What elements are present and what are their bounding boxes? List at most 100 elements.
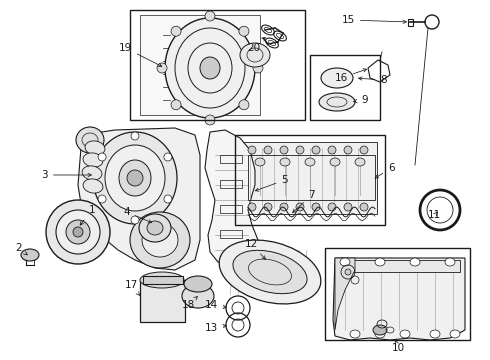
Ellipse shape	[131, 216, 139, 224]
Bar	[310, 55, 380, 120]
Ellipse shape	[264, 146, 272, 154]
Ellipse shape	[139, 214, 171, 242]
Ellipse shape	[340, 258, 350, 266]
Bar	[220, 230, 242, 238]
Ellipse shape	[93, 132, 177, 224]
Ellipse shape	[296, 146, 304, 154]
Text: 3: 3	[41, 170, 91, 180]
Ellipse shape	[85, 141, 105, 155]
Ellipse shape	[264, 203, 272, 211]
Ellipse shape	[219, 240, 321, 304]
Bar	[220, 205, 242, 213]
Ellipse shape	[255, 158, 265, 166]
Bar	[248, 155, 375, 200]
Ellipse shape	[119, 160, 151, 196]
Ellipse shape	[239, 100, 249, 110]
Ellipse shape	[157, 63, 167, 73]
Ellipse shape	[46, 200, 110, 264]
Ellipse shape	[350, 330, 360, 338]
Ellipse shape	[319, 93, 355, 111]
Ellipse shape	[205, 115, 215, 125]
Ellipse shape	[171, 26, 181, 36]
Text: 8: 8	[359, 75, 387, 85]
Bar	[235, 135, 385, 225]
Ellipse shape	[82, 166, 102, 180]
Text: 2: 2	[15, 243, 27, 255]
Polygon shape	[78, 128, 200, 270]
Ellipse shape	[21, 249, 39, 261]
Ellipse shape	[56, 210, 100, 254]
Polygon shape	[333, 258, 465, 340]
Text: 20: 20	[247, 37, 265, 53]
Ellipse shape	[184, 276, 212, 292]
Ellipse shape	[127, 170, 143, 186]
Ellipse shape	[280, 203, 288, 211]
Ellipse shape	[321, 68, 353, 88]
Ellipse shape	[305, 158, 315, 166]
Ellipse shape	[164, 153, 172, 161]
Ellipse shape	[233, 250, 307, 294]
Ellipse shape	[430, 330, 440, 338]
Ellipse shape	[83, 153, 103, 167]
Ellipse shape	[76, 127, 104, 153]
Ellipse shape	[205, 11, 215, 21]
Ellipse shape	[140, 272, 184, 288]
Ellipse shape	[165, 18, 255, 118]
Bar	[220, 180, 242, 188]
Bar	[242, 142, 377, 214]
Text: 16: 16	[335, 69, 367, 83]
Text: 7: 7	[293, 190, 315, 212]
Ellipse shape	[360, 203, 368, 211]
Bar	[143, 276, 183, 284]
Text: 1: 1	[80, 205, 95, 225]
Bar	[140, 15, 260, 115]
Text: 5: 5	[255, 175, 288, 191]
Polygon shape	[335, 258, 355, 330]
Ellipse shape	[239, 26, 249, 36]
Ellipse shape	[253, 63, 263, 73]
Ellipse shape	[280, 158, 290, 166]
Ellipse shape	[410, 258, 420, 266]
Ellipse shape	[312, 146, 320, 154]
Ellipse shape	[360, 146, 368, 154]
Ellipse shape	[142, 223, 178, 257]
Bar	[408, 19, 413, 26]
Text: 10: 10	[392, 340, 405, 353]
Ellipse shape	[280, 146, 288, 154]
Bar	[325, 248, 470, 340]
Text: 4: 4	[123, 207, 152, 223]
Ellipse shape	[445, 258, 455, 266]
Ellipse shape	[345, 269, 351, 275]
Text: 14: 14	[205, 300, 226, 310]
Ellipse shape	[73, 227, 83, 237]
Text: 15: 15	[342, 15, 406, 25]
Ellipse shape	[296, 203, 304, 211]
Ellipse shape	[248, 203, 256, 211]
Ellipse shape	[344, 203, 352, 211]
Ellipse shape	[240, 43, 270, 67]
Bar	[130, 10, 305, 120]
Ellipse shape	[66, 220, 90, 244]
Bar	[340, 260, 460, 272]
Ellipse shape	[375, 330, 385, 338]
Ellipse shape	[98, 153, 106, 161]
Text: 13: 13	[205, 323, 226, 333]
Ellipse shape	[200, 57, 220, 79]
Ellipse shape	[400, 330, 410, 338]
Ellipse shape	[330, 158, 340, 166]
Ellipse shape	[182, 284, 214, 308]
Ellipse shape	[248, 146, 256, 154]
Ellipse shape	[130, 212, 190, 268]
Ellipse shape	[344, 146, 352, 154]
Text: 6: 6	[375, 163, 394, 178]
Ellipse shape	[375, 258, 385, 266]
Ellipse shape	[312, 203, 320, 211]
Ellipse shape	[105, 145, 165, 211]
Text: 19: 19	[119, 43, 162, 66]
Text: 18: 18	[181, 297, 197, 310]
Ellipse shape	[328, 146, 336, 154]
Ellipse shape	[98, 195, 106, 203]
Ellipse shape	[171, 100, 181, 110]
Text: 12: 12	[245, 239, 266, 259]
Ellipse shape	[147, 221, 163, 235]
